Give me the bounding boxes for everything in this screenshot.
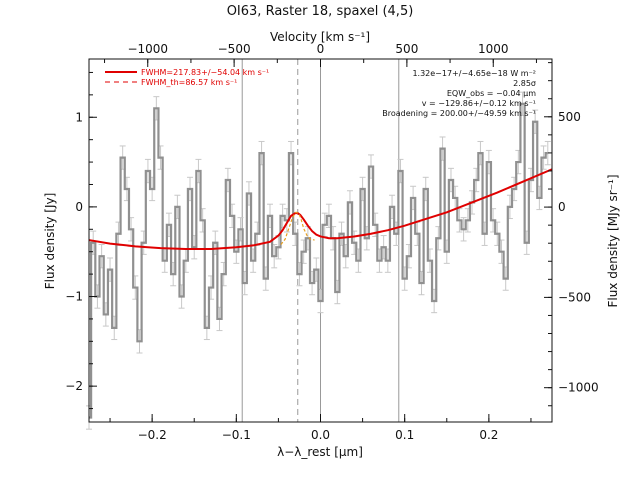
y-tick-label: 0 bbox=[75, 200, 83, 214]
x-tick-label: −0.1 bbox=[222, 428, 251, 442]
top-axis-label: Velocity [km s⁻¹] bbox=[270, 30, 370, 44]
plot-grid bbox=[241, 59, 400, 422]
x-tick-label: 0.0 bbox=[311, 428, 330, 442]
error-bars bbox=[86, 91, 551, 430]
right-tick-label: −500 bbox=[558, 290, 591, 304]
y-tick-label: −1 bbox=[65, 290, 83, 304]
chart-title: OI63, Raster 18, spaxel (4,5) bbox=[227, 4, 414, 19]
fit-annotation: 2.85σ bbox=[513, 79, 536, 88]
fit-annotation: Broadening = 200.00+/−49.59 km s⁻¹ bbox=[382, 109, 536, 118]
right-tick-label: 500 bbox=[558, 110, 581, 124]
y-tick-label: 1 bbox=[75, 110, 83, 124]
plot-axes: −0.2 −0.1 0.0 0.1 0.2 −2 −1 0 1 −1000 −500 0 500 1000… bbox=[65, 42, 598, 442]
fit-annotation: v = −129.86+/−0.12 km s⁻¹ bbox=[422, 99, 536, 108]
legend-label: FWHM=217.83+/−54.04 km s⁻¹ bbox=[141, 68, 269, 77]
top-tick-label: 500 bbox=[395, 42, 418, 56]
y-tick-label: −2 bbox=[65, 379, 83, 393]
x-tick-label: 0.1 bbox=[395, 428, 414, 442]
fit-line bbox=[88, 168, 553, 251]
right-tick-label: 0 bbox=[558, 200, 566, 214]
x-tick-label: −0.2 bbox=[138, 428, 167, 442]
x-axis-label: λ−λ_rest [μm] bbox=[277, 445, 363, 459]
fit-annotation: EQW_obs = −0.04 μm bbox=[447, 89, 536, 98]
top-tick-label: 0 bbox=[317, 42, 325, 56]
x-tick-label: 0.2 bbox=[479, 428, 498, 442]
right-tick-label: −1000 bbox=[558, 381, 599, 395]
data-series bbox=[88, 102, 553, 419]
top-tick-label: −1000 bbox=[127, 42, 168, 56]
y-axis-label-right: Flux density [MJy sr⁻¹] bbox=[606, 174, 620, 307]
legend: FWHM=217.83+/−54.04 km s⁻¹FWHM_th=86.57 … bbox=[105, 68, 269, 87]
thermal-profile-line bbox=[280, 211, 315, 245]
legend-label: FWHM_th=86.57 km s⁻¹ bbox=[141, 78, 237, 87]
spectrum-step-line bbox=[89, 102, 548, 419]
fit-annotation: 1.32e−17+/−4.65e−18 W m⁻² bbox=[412, 69, 536, 78]
top-tick-label: −500 bbox=[218, 42, 251, 56]
y-axis-label-left: Flux density [Jy] bbox=[43, 193, 57, 290]
top-tick-label: 1000 bbox=[478, 42, 509, 56]
